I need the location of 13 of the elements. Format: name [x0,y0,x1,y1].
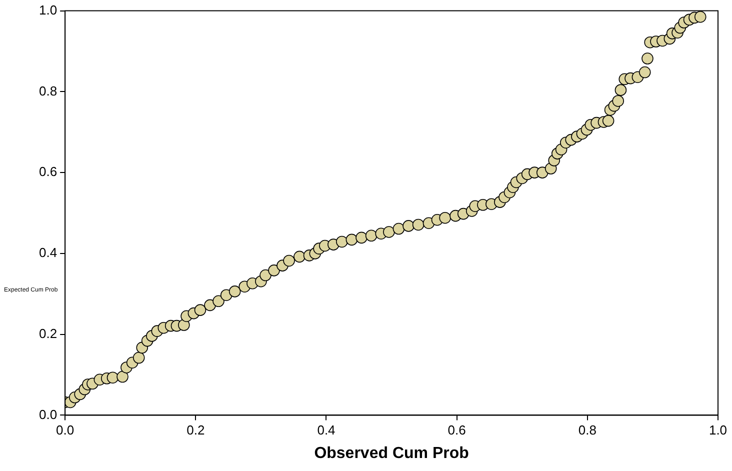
x-tick-label: 1.0 [708,422,728,438]
y-tick-label: 1.0 [38,2,58,18]
x-tick-label: 0.8 [578,422,596,438]
y-tick-label: 0.4 [38,245,58,260]
y-tick-label: 0.2 [38,326,58,341]
x-tick-label: 0.6 [448,422,466,438]
x-tick-label: 0.2 [186,422,205,438]
y-tick-label: 0.0 [38,406,58,422]
x-axis-title: Observed Cum Prob [314,444,470,462]
x-tick-label: 0.4 [317,422,336,438]
x-tick-label: 0.0 [56,422,74,438]
y-tick-label: 0.8 [38,83,58,98]
y-tick-label: 0.6 [38,164,58,180]
